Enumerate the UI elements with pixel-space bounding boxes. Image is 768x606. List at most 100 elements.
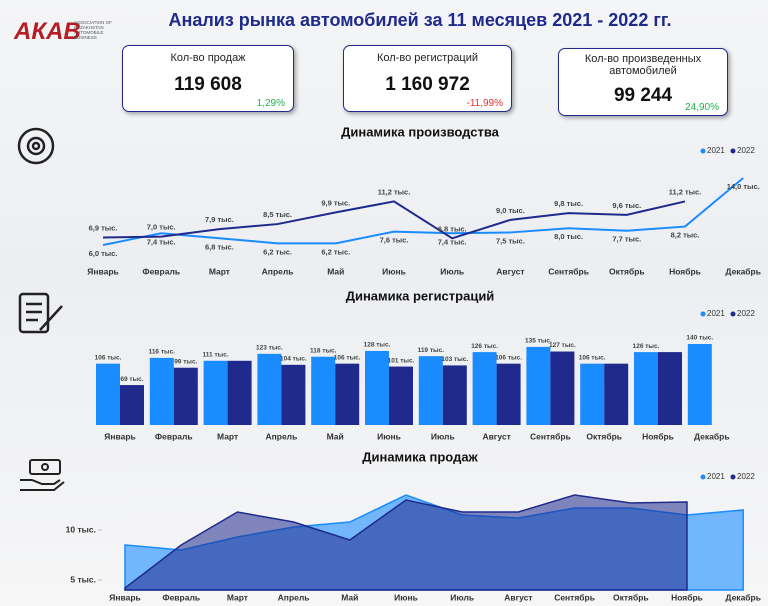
y-tick-label: 10 тыс. (66, 524, 96, 534)
bar (281, 364, 306, 425)
data-label: 7,4 тыс. (438, 237, 467, 246)
kpi-label: Кол-во произведенных автомобилей (584, 53, 702, 77)
data-label: 6,2 тыс. (263, 247, 292, 256)
x-tick-label: Март (209, 266, 230, 276)
bar (96, 363, 120, 425)
x-tick-label: Февраль (142, 266, 180, 276)
x-tick-label: Октябрь (613, 592, 649, 602)
data-label: 118 тыс. (310, 347, 337, 354)
bar (658, 352, 682, 425)
kpi-change: 1,29% (256, 98, 285, 109)
data-label: 106 тыс. (495, 354, 522, 361)
data-label: 106 тыс. (579, 354, 606, 361)
data-label: 6,8 тыс. (438, 224, 467, 233)
legend-label: 2021 (707, 146, 725, 155)
legend-label: 2021 (707, 472, 725, 481)
bar (604, 363, 629, 425)
x-tick-label: Апрель (262, 266, 294, 276)
bar (526, 346, 551, 425)
data-label: 9,9 тыс. (321, 198, 350, 207)
bar (580, 363, 605, 425)
data-label: 128 тыс. (364, 342, 391, 349)
legend-label: 2022 (737, 472, 755, 481)
x-tick-label: Май (327, 266, 344, 276)
kpi-change: -11,99% (466, 98, 503, 109)
data-label: 69 тыс. (120, 376, 143, 383)
x-tick-label: Июль (431, 431, 455, 441)
chart-title: Динамика продаж (362, 449, 478, 464)
series-line (102, 177, 744, 246)
x-tick-label: Июнь (394, 592, 418, 602)
x-tick-label: Август (504, 592, 532, 602)
data-label: 135 тыс. (525, 338, 552, 345)
x-tick-label: Февраль (155, 431, 193, 441)
data-label: 8,2 тыс. (671, 231, 700, 240)
logo: АКАВ (14, 18, 81, 45)
data-label: 14,0 тыс. (727, 182, 760, 191)
data-label: 119 тыс. (418, 347, 445, 354)
x-tick-label: Октябрь (586, 431, 622, 441)
data-label: 126 тыс. (633, 343, 660, 350)
x-tick-label: Июль (440, 266, 464, 276)
kpi-card: Кол-во произведенных автомобилей 99 244 … (558, 48, 728, 116)
bar (418, 356, 443, 425)
data-label: 126 тыс. (471, 343, 498, 350)
data-label: 99 тыс. (174, 358, 197, 365)
bar (687, 344, 712, 425)
x-tick-label: Май (341, 592, 358, 602)
data-label: 7,9 тыс. (205, 215, 234, 224)
bar (634, 352, 658, 425)
x-tick-label: Январь (109, 592, 141, 602)
data-label: 6,2 тыс. (321, 247, 350, 256)
x-tick-label: Март (227, 592, 248, 602)
legend-label: 2021 (707, 309, 725, 318)
legend-marker (700, 148, 706, 154)
kpi-card: Кол-во регистраций 1 160 972 -11,99% (343, 45, 512, 112)
data-label: 7,7 тыс. (612, 235, 641, 244)
legend-marker (730, 474, 736, 480)
legend-label: 2022 (737, 309, 755, 318)
x-tick-label: Декабрь (725, 592, 761, 602)
kpi-label: Кол-во продаж (170, 52, 246, 64)
data-label: 101 тыс. (388, 357, 415, 364)
series-line (102, 200, 686, 240)
x-tick-label: Июль (450, 592, 474, 602)
data-label: 116 тыс. (149, 349, 176, 356)
bar (550, 351, 575, 425)
legend-marker (730, 311, 736, 317)
x-tick-label: Сентябрь (530, 431, 571, 441)
bar (442, 365, 467, 425)
bar (203, 360, 228, 425)
x-tick-label: Ноябрь (642, 431, 674, 441)
x-tick-label: Август (496, 266, 524, 276)
data-label: 11,2 тыс. (378, 187, 411, 196)
data-label: 106 тыс. (334, 354, 361, 361)
bar (149, 357, 174, 425)
x-tick-label: Июнь (382, 266, 406, 276)
x-tick-label: Апрель (265, 431, 297, 441)
x-tick-label: Октябрь (609, 266, 645, 276)
kpi-change: 24,90% (685, 102, 719, 113)
legend-marker (730, 148, 736, 154)
data-label: 8,0 тыс. (554, 232, 583, 241)
series-area (124, 494, 688, 591)
x-tick-label: Март (217, 431, 238, 441)
data-label: 7,6 тыс. (380, 236, 409, 245)
x-tick-label: Декабрь (694, 431, 730, 441)
bar (120, 385, 144, 425)
x-tick-label: Сентябрь (548, 266, 589, 276)
x-tick-label: Август (482, 431, 510, 441)
data-label: 8,5 тыс. (263, 210, 292, 219)
data-label: 6,0 тыс. (89, 249, 118, 258)
x-tick-label: Апрель (278, 592, 310, 602)
bar (335, 363, 360, 425)
data-label: 6,9 тыс. (89, 223, 118, 232)
bar (496, 363, 521, 425)
data-label: 103 тыс. (441, 356, 468, 363)
legend-label: 2022 (737, 146, 755, 155)
bar (227, 360, 252, 425)
gear-icon (17, 127, 55, 165)
y-tick-label: 5 тыс. (70, 574, 96, 584)
chart-title: Динамика регистраций (346, 288, 495, 303)
